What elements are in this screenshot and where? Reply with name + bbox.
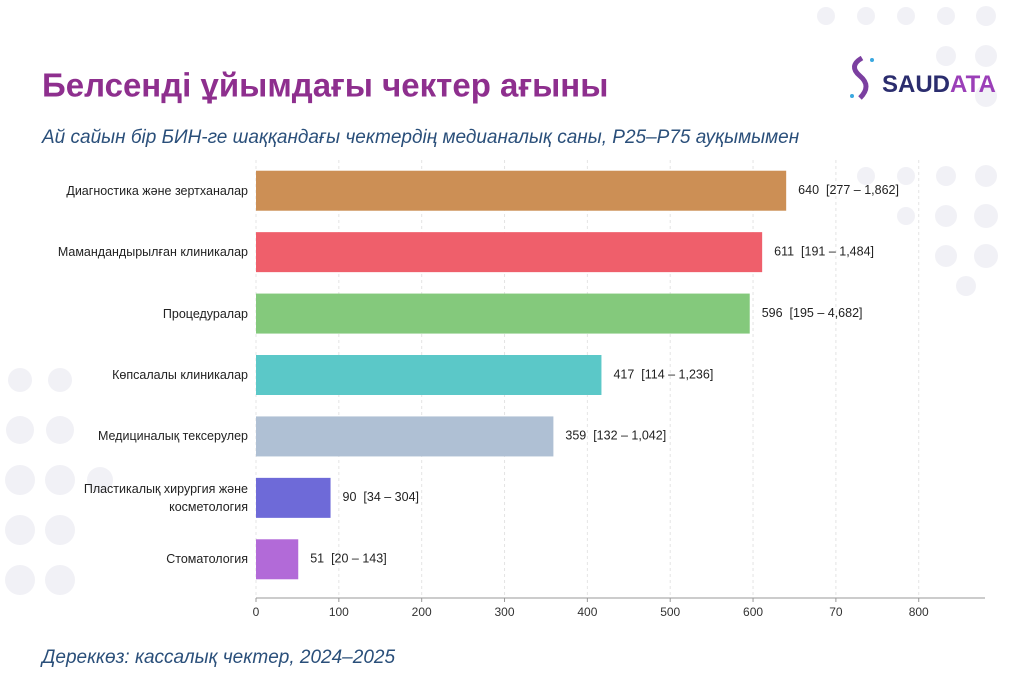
x-tick-label: 200 [412,605,432,619]
category-label: Процедуралар [162,306,248,321]
value-label: 51 [20 – 143] [310,552,386,566]
x-tick-label: 800 [909,605,929,619]
logo: SAUDATA [850,55,996,100]
x-tick-label: 300 [495,605,515,619]
bar [256,416,554,457]
logo-text: SAUDATA [882,71,996,98]
x-tick-label: 70 [829,605,843,619]
bar [256,293,750,334]
x-tick-label: 0 [253,605,260,619]
x-tick-label: 400 [577,605,597,619]
category-label: Пластикалық хирургия және косметология [83,481,248,514]
x-tick-label: 500 [660,605,680,619]
logo-part: ATA [950,71,996,98]
chart-subtitle: Ай сайын бір БИН-ге шаққандағы чектердің… [41,127,800,148]
value-label: 596 [195 – 4,682] [762,306,863,320]
category-label: Диагностика және зертханалар [66,183,248,198]
category-label: Стоматология [166,552,248,567]
value-label: 90 [34 – 304] [343,490,419,504]
background-dots [5,6,998,595]
value-label: 417 [114 – 1,236] [613,367,713,381]
value-label: 640 [277 – 1,862] [798,183,899,197]
chart-title: Белсенді ұйымдағы чектер ағыны [42,67,608,104]
bar [256,170,787,211]
bar [256,477,331,518]
bar [256,355,602,395]
category-label: Мамандандырылған клиникалар [57,245,248,260]
category-label: Көпсалалы клиникалар [112,368,248,382]
logo-part: SAUD [882,71,950,98]
x-tick-label: 600 [743,605,763,619]
x-tick-label: 100 [329,605,349,619]
bar [256,232,763,273]
value-label: 359 [132 – 1,042] [565,429,666,443]
bar [256,539,299,580]
category-label: Медициналық тексерулер [97,429,248,444]
source-note: Дереккөз: кассалық чектер, 2024–2025 [40,647,395,668]
value-label: 611 [191 – 1,484] [774,244,874,258]
